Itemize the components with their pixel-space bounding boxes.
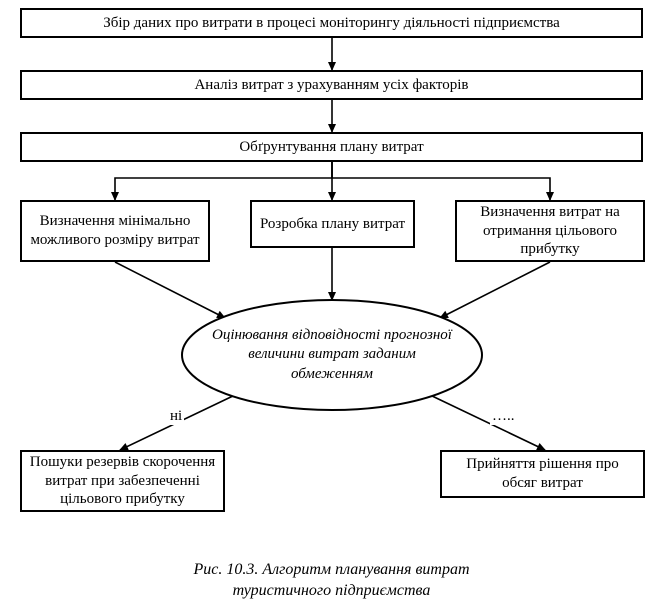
node-target-profit-cost: Визначення витрат на отримання цільового… <box>455 200 645 262</box>
node-collect-data: Збір даних про витрати в процесі монітор… <box>20 8 643 38</box>
node-label: Оцінювання відповідності прогнозної вели… <box>212 326 452 385</box>
node-decision: Прийняття рішення про обсяг витрат <box>440 450 645 498</box>
node-analyze-costs: Аналіз витрат з урахуванням усіх факторі… <box>20 70 643 100</box>
figure-caption: Рис. 10.3. Алгоритм планування витрат ту… <box>0 560 663 602</box>
node-label: Обґрунтування плану витрат <box>239 138 423 157</box>
node-label: Визначення мінімально можливого розміру … <box>28 212 202 250</box>
edge-label-text: ні <box>170 408 182 424</box>
node-label: Прийняття рішення про обсяг витрат <box>448 455 637 493</box>
node-find-reserves: Пошуки резервів скорочення витрат при за… <box>20 450 225 512</box>
edge-label-no: ні <box>168 408 184 425</box>
edge-label-yes: ….. <box>490 408 517 425</box>
caption-line1: Рис. 10.3. Алгоритм планування витрат <box>193 561 469 578</box>
node-label: Розробка плану витрат <box>260 215 405 234</box>
caption-line2: туристичного підприємства <box>233 582 431 599</box>
node-develop-plan: Розробка плану витрат <box>250 200 415 248</box>
node-label: Пошуки резервів скорочення витрат при за… <box>28 453 217 509</box>
node-justify-plan: Обґрунтування плану витрат <box>20 132 643 162</box>
node-min-cost: Визначення мінімально можливого розміру … <box>20 200 210 262</box>
node-label: Аналіз витрат з урахуванням усіх факторі… <box>194 76 468 95</box>
edge-label-text: ….. <box>492 408 515 424</box>
flowchart-canvas: Збір даних про витрати в процесі монітор… <box>0 0 663 615</box>
node-label: Визначення витрат на отримання цільового… <box>463 203 637 259</box>
node-evaluate-ellipse: Оцінювання відповідності прогнозної вели… <box>182 300 482 410</box>
node-label: Збір даних про витрати в процесі монітор… <box>103 14 560 33</box>
